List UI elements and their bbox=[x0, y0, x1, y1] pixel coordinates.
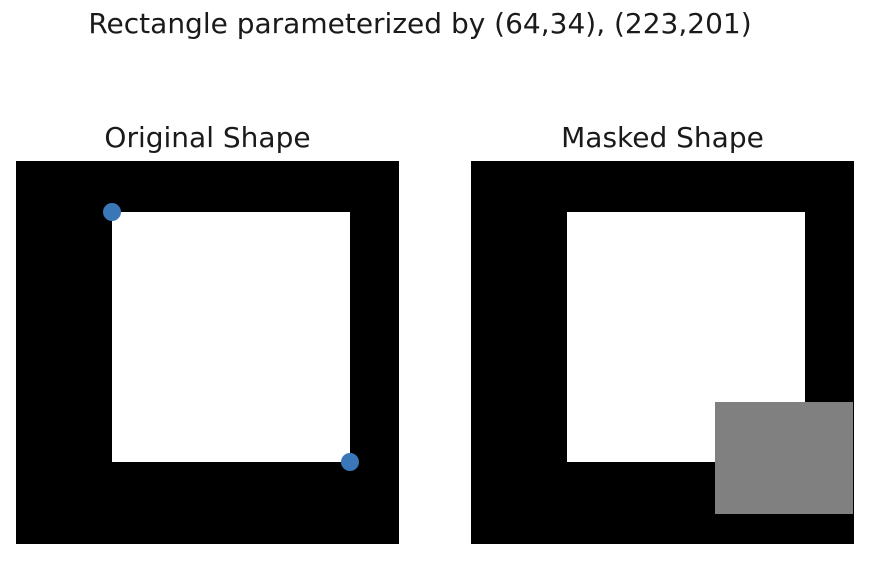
corner-marker-bottom-right bbox=[340, 452, 359, 471]
gray-mask-patch bbox=[714, 401, 853, 515]
corner-marker-top-left bbox=[102, 202, 121, 221]
masked-shape-title: Masked Shape bbox=[561, 121, 764, 154]
original-shape-image bbox=[16, 161, 399, 544]
original-shape-title: Original Shape bbox=[104, 121, 311, 154]
masked-shape-image bbox=[471, 161, 854, 544]
figure-title: Rectangle parameterized by (64,34), (223… bbox=[88, 7, 752, 40]
white-rectangle bbox=[111, 211, 350, 462]
